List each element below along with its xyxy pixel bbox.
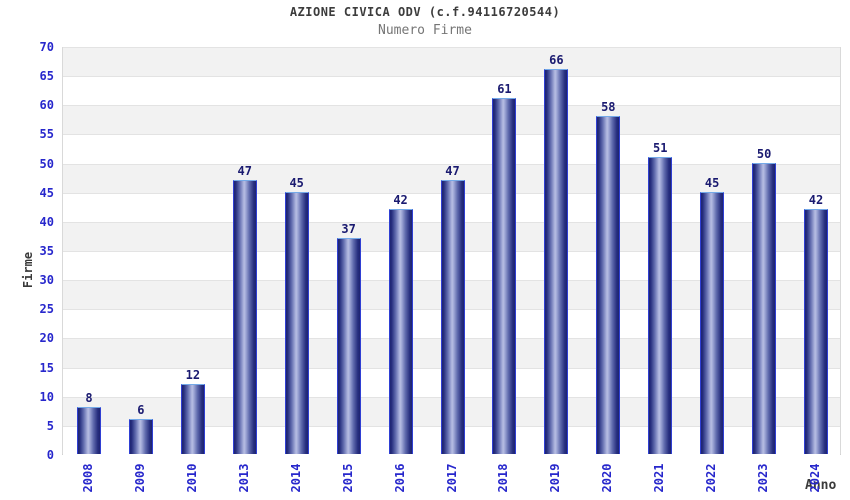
bar-2016 bbox=[388, 209, 413, 454]
bar-2023 bbox=[752, 162, 777, 454]
y-tick-label: 30 bbox=[39, 273, 54, 288]
value-label-2019: 66 bbox=[549, 53, 564, 68]
y-tick-label: 50 bbox=[39, 156, 54, 171]
y-tick-label: 65 bbox=[39, 69, 54, 84]
value-label-2018: 61 bbox=[497, 82, 512, 97]
y-tick-label: 60 bbox=[39, 98, 54, 113]
x-axis-title: Anno bbox=[805, 478, 837, 493]
x-tick-label-2016: 2016 bbox=[392, 463, 407, 493]
bar-2017 bbox=[440, 180, 465, 454]
x-tick-label-2021: 2021 bbox=[652, 463, 667, 493]
bar-2019 bbox=[544, 69, 569, 454]
chart-subtitle: Numero Firme bbox=[378, 23, 472, 38]
y-tick-label: 25 bbox=[39, 302, 54, 317]
y-tick-label: 45 bbox=[39, 185, 54, 200]
y-tick-label: 35 bbox=[39, 244, 54, 258]
bar-2020 bbox=[596, 115, 621, 454]
bar-2018 bbox=[492, 98, 517, 454]
y-tick-label: 70 bbox=[39, 40, 54, 54]
value-label-2021: 51 bbox=[652, 140, 668, 155]
chart-title: AZIONE CIVICA ODV (c.f.94116720544) bbox=[289, 5, 561, 19]
bar-2024 bbox=[804, 209, 829, 454]
plot-area: 8 6 12 47 45 37 42 47 61 66 58 51 45 50 42 bbox=[62, 47, 841, 455]
y-tick-label: 40 bbox=[39, 214, 54, 229]
value-label-2015: 37 bbox=[341, 222, 356, 237]
value-label-2008: 8 bbox=[85, 391, 93, 406]
x-tick-label-2023: 2023 bbox=[756, 463, 771, 493]
x-tick-label-2022: 2022 bbox=[704, 463, 719, 493]
x-tick-label-2013: 2013 bbox=[236, 463, 251, 493]
y-tick-label: 55 bbox=[39, 127, 54, 142]
x-tick-label-2024: 2024 bbox=[808, 463, 823, 493]
bar-2008 bbox=[76, 407, 101, 454]
x-tick-label-2008: 2008 bbox=[80, 463, 95, 493]
x-tick-label-2020: 2020 bbox=[600, 463, 615, 493]
value-label-2017: 47 bbox=[445, 164, 460, 179]
value-label-2023: 50 bbox=[756, 146, 772, 161]
value-label-2009: 6 bbox=[137, 403, 145, 418]
x-tick-label-2019: 2019 bbox=[548, 463, 563, 493]
plot-band bbox=[63, 134, 840, 164]
bar-2022 bbox=[700, 191, 725, 454]
bar-2021 bbox=[648, 156, 673, 454]
x-tick-label-2018: 2018 bbox=[496, 463, 511, 493]
value-label-2022: 45 bbox=[704, 175, 720, 190]
y-tick-label: 20 bbox=[39, 331, 54, 346]
bar-2013 bbox=[232, 180, 257, 454]
bar-2014 bbox=[284, 191, 309, 454]
y-tick-label: 0 bbox=[46, 448, 54, 462]
value-label-2010: 12 bbox=[185, 368, 201, 383]
value-label-2020: 58 bbox=[601, 99, 616, 114]
x-tick-label-2010: 2010 bbox=[184, 463, 199, 493]
bar-2015 bbox=[336, 238, 361, 454]
value-label-2024: 42 bbox=[808, 193, 824, 208]
value-label-2014: 45 bbox=[289, 175, 304, 190]
plot-band bbox=[63, 76, 840, 106]
x-tick-label-2014: 2014 bbox=[288, 463, 303, 493]
value-label-2013: 47 bbox=[237, 164, 252, 179]
plot-band bbox=[63, 105, 840, 135]
x-tick-label-2009: 2009 bbox=[132, 463, 147, 493]
y-tick-label: 15 bbox=[39, 360, 54, 375]
x-tick-label-2015: 2015 bbox=[340, 463, 355, 493]
y-tick-label: 10 bbox=[39, 389, 54, 404]
x-tick-label-2017: 2017 bbox=[444, 463, 459, 493]
bar-2010 bbox=[180, 384, 205, 454]
bar-2009 bbox=[128, 419, 153, 454]
plot-band bbox=[63, 47, 840, 77]
y-tick-label: 5 bbox=[46, 418, 54, 433]
value-label-2016: 42 bbox=[393, 193, 408, 208]
